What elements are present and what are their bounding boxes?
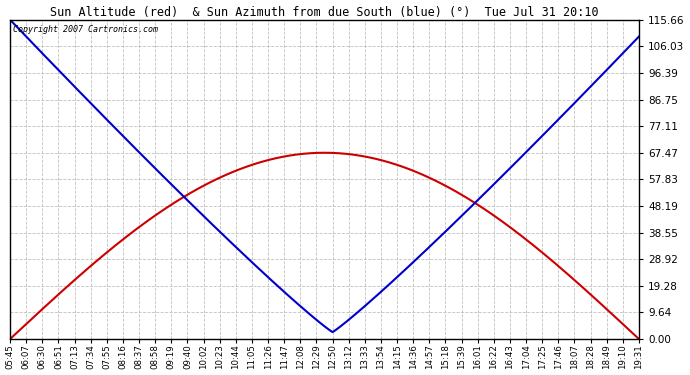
- Text: Copyright 2007 Cartronics.com: Copyright 2007 Cartronics.com: [13, 24, 158, 33]
- Title: Sun Altitude (red)  & Sun Azimuth from due South (blue) (°)  Tue Jul 31 20:10: Sun Altitude (red) & Sun Azimuth from du…: [50, 6, 599, 18]
